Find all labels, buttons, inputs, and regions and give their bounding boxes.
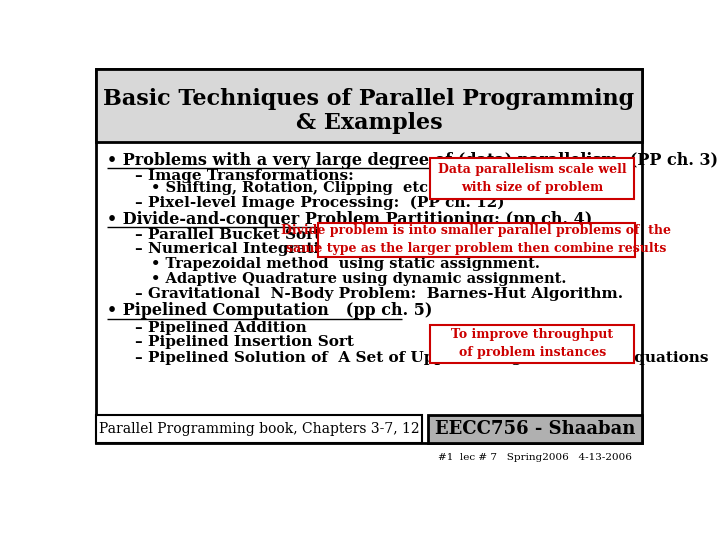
Text: & Examples: & Examples: [296, 112, 442, 134]
Text: • Trapezoidal method  using static assignment.: • Trapezoidal method using static assign…: [151, 257, 540, 271]
FancyBboxPatch shape: [96, 69, 642, 443]
Text: Basic Techniques of Parallel Programming: Basic Techniques of Parallel Programming: [104, 88, 634, 110]
FancyBboxPatch shape: [431, 158, 634, 199]
Text: – Pixel-level Image Processing:  (PP ch. 12): – Pixel-level Image Processing: (PP ch. …: [135, 195, 504, 210]
Text: Data parallelism scale well
with size of problem: Data parallelism scale well with size of…: [438, 163, 626, 194]
Text: – Pipelined Solution of  A Set of Upper-Triangular Linear Equations: – Pipelined Solution of A Set of Upper-T…: [135, 350, 708, 365]
FancyBboxPatch shape: [431, 325, 634, 363]
Text: – Pipelined Insertion Sort: – Pipelined Insertion Sort: [135, 335, 354, 349]
Text: • Shifting, Rotation, Clipping  etc.: • Shifting, Rotation, Clipping etc.: [151, 181, 433, 195]
Text: • Divide-and-conquer Problem Partitioning: (pp ch. 4): • Divide-and-conquer Problem Partitionin…: [107, 211, 592, 228]
Text: – Parallel Bucket Sort: – Parallel Bucket Sort: [135, 228, 321, 242]
Text: – Gravitational  N-Body Problem:  Barnes-Hut Algorithm.: – Gravitational N-Body Problem: Barnes-H…: [135, 287, 623, 301]
FancyBboxPatch shape: [428, 415, 642, 443]
Text: To improve throughput
of problem instances: To improve throughput of problem instanc…: [451, 328, 613, 359]
Text: Parallel Programming book, Chapters 3-7, 12: Parallel Programming book, Chapters 3-7,…: [99, 422, 420, 436]
Text: • Problems with a very large degree of (data) parallelism: (PP ch. 3): • Problems with a very large degree of (…: [107, 152, 718, 169]
FancyBboxPatch shape: [96, 69, 642, 141]
Text: • Adaptive Quadrature using dynamic assignment.: • Adaptive Quadrature using dynamic assi…: [151, 272, 567, 286]
FancyBboxPatch shape: [96, 415, 422, 443]
Text: • Pipelined Computation   (pp ch. 5): • Pipelined Computation (pp ch. 5): [107, 302, 432, 320]
Text: – Numerical Integration:: – Numerical Integration:: [135, 242, 346, 256]
Text: – Image Transformations:: – Image Transformations:: [135, 169, 354, 183]
FancyBboxPatch shape: [318, 223, 634, 257]
Text: – Pipelined Addition: – Pipelined Addition: [135, 321, 307, 335]
Text: #1  lec # 7   Spring2006   4-13-2006: #1 lec # 7 Spring2006 4-13-2006: [438, 453, 631, 462]
Text: EECC756 - Shaaban: EECC756 - Shaaban: [435, 420, 635, 438]
Text: Divide problem is into smaller parallel problems of  the
same type as the larger: Divide problem is into smaller parallel …: [281, 224, 671, 255]
